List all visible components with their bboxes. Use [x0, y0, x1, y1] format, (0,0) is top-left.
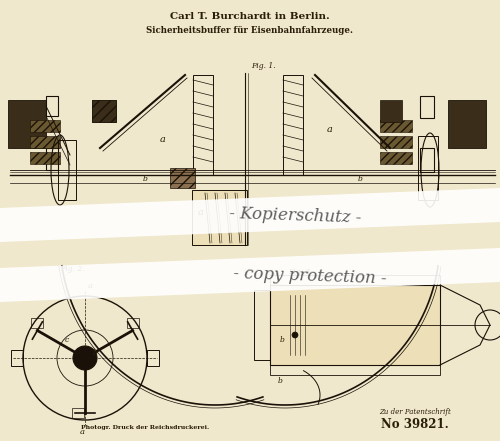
Text: a: a [327, 126, 333, 135]
Text: a: a [160, 135, 166, 145]
Bar [30, 152, 60, 164]
Bar [126, 318, 138, 328]
Bar [11, 350, 23, 366]
Text: Zu der Patentschrift: Zu der Patentschrift [379, 408, 451, 416]
Bar [92, 100, 116, 122]
Bar [448, 100, 486, 148]
Bar [92, 100, 116, 122]
Text: b: b [92, 349, 98, 357]
Text: a: a [198, 208, 204, 217]
Polygon shape [0, 248, 500, 302]
Text: Carl T. Burchardt in Berlin.: Carl T. Burchardt in Berlin. [170, 12, 330, 21]
Bar [420, 96, 434, 118]
Text: a: a [80, 428, 84, 436]
Bar [8, 100, 46, 148]
Bar [193, 75, 213, 175]
Bar [420, 148, 434, 172]
Text: b: b [280, 336, 284, 344]
Bar [270, 285, 440, 365]
Bar [147, 350, 159, 366]
Bar [380, 100, 402, 122]
Bar [30, 136, 60, 148]
Text: Fig. 1.: Fig. 1. [250, 62, 276, 70]
Bar [46, 96, 58, 116]
Bar [192, 190, 247, 245]
Bar [380, 136, 412, 148]
Bar [254, 290, 270, 360]
Bar [283, 75, 303, 175]
Text: Photogr. Druck der Reichsdruckerei.: Photogr. Druck der Reichsdruckerei. [81, 426, 209, 430]
Circle shape [73, 346, 97, 370]
Bar [32, 318, 44, 328]
Bar [418, 136, 438, 200]
Text: - copy protection -: - copy protection - [233, 265, 387, 287]
Text: c: c [65, 336, 69, 344]
Bar [72, 408, 84, 418]
Text: b: b [142, 175, 148, 183]
Text: No 39821.: No 39821. [381, 418, 449, 430]
Text: b: b [358, 175, 362, 183]
Text: Fig. 2.: Fig. 2. [60, 265, 84, 273]
Bar [380, 152, 412, 164]
Text: Fig. 3.: Fig. 3. [288, 268, 312, 276]
Bar [58, 140, 76, 200]
Bar [30, 120, 60, 132]
Text: - Kopierschutz -: - Kopierschutz - [228, 205, 362, 227]
Text: b: b [278, 377, 283, 385]
Polygon shape [0, 188, 500, 242]
Bar [46, 148, 58, 170]
Bar [270, 275, 440, 285]
Text: a: a [88, 282, 92, 290]
Bar [270, 365, 440, 375]
Circle shape [292, 332, 298, 338]
Bar [380, 120, 412, 132]
Bar [170, 168, 195, 188]
Text: Sicherheitsbuffer für Eisenbahnfahrzeuge.: Sicherheitsbuffer für Eisenbahnfahrzeuge… [146, 26, 354, 35]
